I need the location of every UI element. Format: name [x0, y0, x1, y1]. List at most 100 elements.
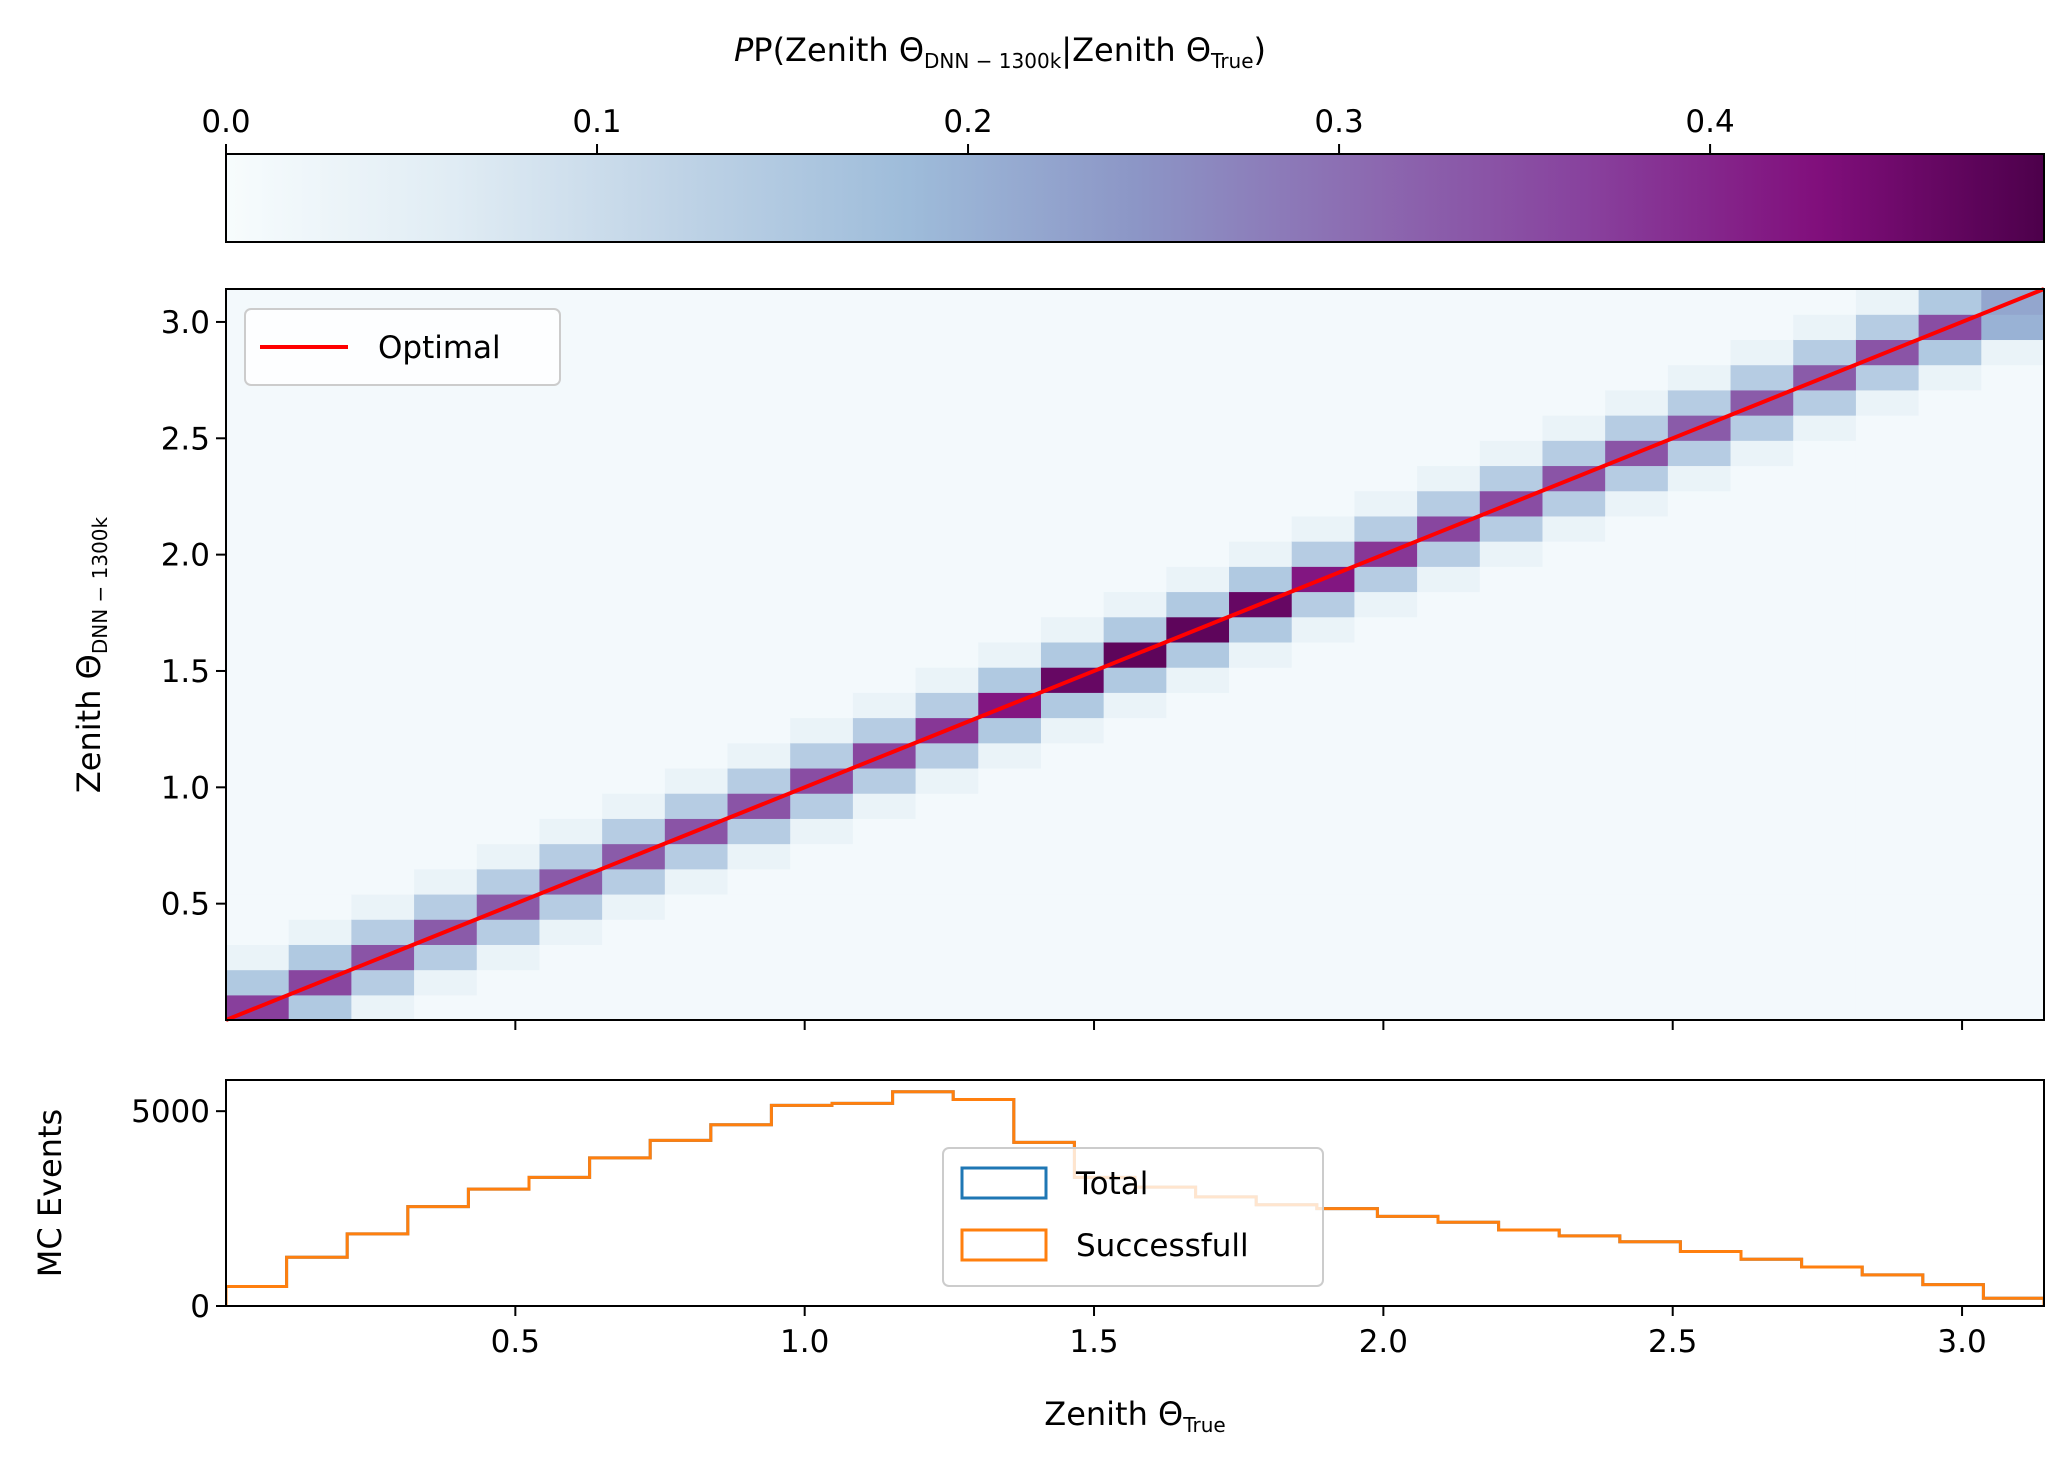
colorbar-ticks: 0.0 0.1 0.2 0.3 0.4: [201, 104, 1735, 154]
heatmap-cell: [852, 616, 917, 643]
heatmap-cell: [414, 616, 478, 643]
heatmap-cell: [790, 868, 854, 895]
heatmap-cell: [1793, 717, 1857, 744]
heatmap-cell: [288, 515, 352, 542]
heatmap-cell: [664, 717, 729, 744]
heatmap-cell: [852, 969, 917, 996]
heatmap-cell: [1605, 389, 1669, 416]
heatmap-cell: [1291, 641, 1356, 668]
heatmap-cell: [602, 717, 666, 744]
heatmap-cell: [1918, 994, 1982, 1020]
heatmap-cell: [351, 793, 415, 819]
heatmap-cell: [539, 994, 603, 1020]
heatmap-cell: [1229, 616, 1293, 643]
heatmap-cell: [1855, 667, 1920, 693]
heatmap-cell: [1166, 818, 1230, 845]
heatmap-cell: [351, 818, 415, 845]
heatmap-cell: [915, 314, 979, 341]
heatmap-cell: [1354, 717, 1418, 744]
heatmap-cell: [727, 515, 791, 542]
heatmap-cell: [414, 717, 478, 744]
heatmap-cell: [1040, 465, 1105, 492]
heatmap-cell: [790, 667, 854, 693]
heatmap-cell: [1605, 415, 1669, 441]
heatmap-cell: [539, 591, 603, 618]
heatmap-cell: [1291, 389, 1356, 416]
heatmap-cell: [1667, 541, 1732, 567]
successfull-legend-label: Successfull: [1076, 1228, 1249, 1264]
heatmap-cell: [1667, 994, 1732, 1020]
heatmap-cell: [1793, 541, 1857, 567]
heatmap-cell: [664, 919, 729, 945]
heatmap-cell: [978, 289, 1042, 315]
heatmap-cell: [1479, 641, 1544, 668]
heatmap-cell: [1040, 793, 1105, 819]
heatmap-cell: [602, 289, 666, 315]
heatmap-cell: [1542, 566, 1606, 593]
heatmap-cell: [351, 843, 415, 870]
heatmap-cell: [1166, 440, 1230, 467]
heatmap-cell: [1291, 314, 1356, 341]
heatmap-cell: [1417, 490, 1481, 517]
heatmap-cell: [351, 717, 415, 744]
heatmap-cell: [1918, 465, 1982, 492]
heatmap-cell: [727, 667, 791, 693]
heatmap-cell: [915, 364, 979, 391]
heatmap-cell: [1354, 339, 1418, 366]
heatmap-cell: [1667, 389, 1732, 416]
heatmap-cell: [1354, 389, 1418, 416]
heatmap-cell: [1730, 465, 1794, 492]
heatmap-cell: [1730, 440, 1794, 467]
heatmap-cell: [978, 364, 1042, 391]
heatmap-cell: [226, 969, 290, 996]
heatmap-cell: [1918, 591, 1982, 618]
heatmap-cell: [1040, 969, 1105, 996]
heatmap-cell: [1103, 465, 1167, 492]
heatmap-cell: [1166, 667, 1230, 693]
heatmap-cell: [1103, 717, 1167, 744]
heatmap-cell: [1229, 440, 1293, 467]
heatmap-cell: [1103, 515, 1167, 542]
heatmap-cell: [852, 893, 917, 920]
heatmap-cell: [790, 566, 854, 593]
heatmap-cell: [978, 465, 1042, 492]
heatmap-cell: [852, 566, 917, 593]
heatmap-cell: [1291, 818, 1356, 845]
heatmap-cell: [1040, 415, 1105, 441]
heatmap-cell: [790, 717, 854, 744]
heatmap-cell: [727, 692, 791, 719]
heatmap-cell: [414, 843, 478, 870]
heatmap-cell: [790, 515, 854, 542]
heatmap-cell: [790, 541, 854, 567]
heatmap-cell: [790, 364, 854, 391]
heatmap-cell: [288, 818, 352, 845]
heatmap-cell: [1417, 415, 1481, 441]
heatmap-cell: [288, 591, 352, 618]
heatmap-cell: [852, 767, 917, 794]
heatmap-cell: [539, 566, 603, 593]
heatmap-cell: [539, 717, 603, 744]
heatmap-cell: [1040, 616, 1105, 643]
heatmap-cell: [1354, 969, 1418, 996]
heatmap-cell: [1730, 919, 1794, 945]
heatmap-cell: [852, 465, 917, 492]
heatmap-cell: [978, 415, 1042, 441]
heatmap-cell: [1793, 944, 1857, 971]
heatmap-cell: [727, 616, 791, 643]
heatmap-cell: [1542, 490, 1606, 517]
heatmap-cell: [288, 843, 352, 870]
heatmap-cell: [1918, 969, 1982, 996]
heatmap-cell: [1040, 717, 1105, 744]
heatmap-cell: [1166, 742, 1230, 769]
heatmap-cell: [1667, 793, 1732, 819]
heatmap-cell: [602, 515, 666, 542]
heatmap-cell: [1855, 793, 1920, 819]
heatmap-cell: [1981, 692, 2044, 719]
heatmap-cell: [1354, 415, 1418, 441]
heatmap-cell: [790, 289, 854, 315]
heatmap-legend-box: [244, 308, 561, 386]
heatmap-cell: [476, 818, 541, 845]
heatmap-cell: [1354, 490, 1418, 517]
heatmap-cell: [1605, 490, 1669, 517]
